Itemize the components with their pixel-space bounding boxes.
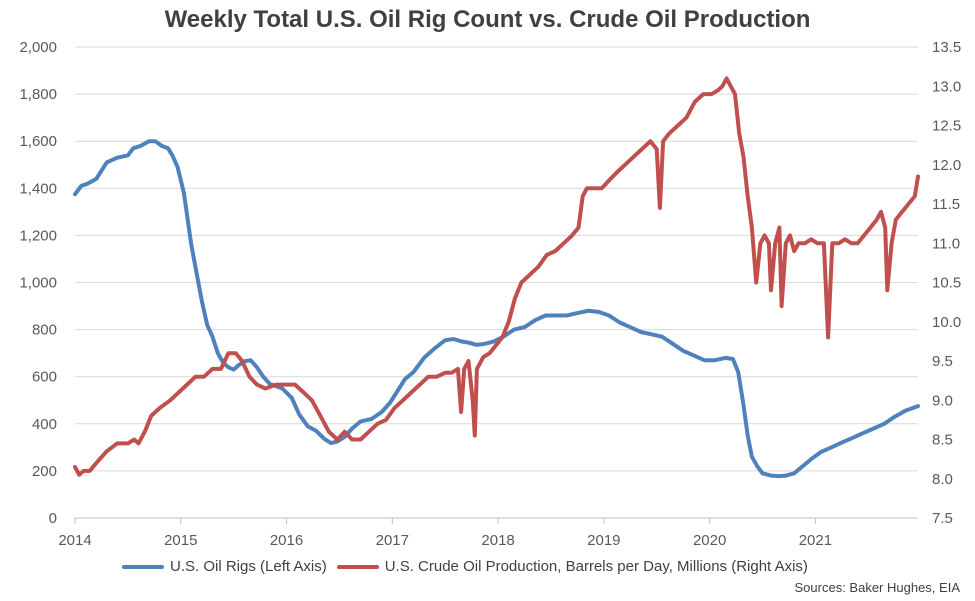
x-tick-label: 2020 <box>693 532 726 549</box>
axes <box>74 517 918 524</box>
left-tick-label: 600 <box>32 369 57 386</box>
left-axis-ticks: 0 200 400 600 800 1,000 1,200 1,400 1,600 1,800 2,… <box>19 39 57 527</box>
legend-item-rigs: U.S. Oil Rigs (Left Axis) <box>122 558 327 575</box>
left-tick-label: 1,000 <box>19 275 57 292</box>
right-tick-label: 13.0 <box>932 78 961 95</box>
legend-swatch-rigs <box>122 564 164 569</box>
right-axis-ticks: 7.5 8.0 8.5 9.0 9.5 10.0 10.5 11.0 11.5 12.0 12.5 1… <box>932 39 961 527</box>
left-tick-label: 1,200 <box>19 227 57 244</box>
right-tick-label: 12.0 <box>932 157 961 174</box>
x-tick-label: 2017 <box>376 532 409 549</box>
left-tick-label: 800 <box>32 322 57 339</box>
right-tick-label: 12.5 <box>932 118 961 135</box>
right-tick-label: 10.0 <box>932 314 961 331</box>
legend-item-production: U.S. Crude Oil Production, Barrels per D… <box>336 558 808 575</box>
legend-label-rigs: U.S. Oil Rigs (Left Axis) <box>170 558 327 575</box>
right-tick-label: 9.0 <box>932 392 953 409</box>
series-line-rigs <box>73 139 920 479</box>
x-tick-label: 2016 <box>270 532 303 549</box>
left-tick-label: 1,600 <box>19 133 57 150</box>
x-tick-label: 2014 <box>58 532 91 549</box>
left-tick-label: 400 <box>32 416 57 433</box>
gridlines <box>75 46 918 472</box>
right-tick-label: 8.0 <box>932 471 953 488</box>
series-layer <box>73 76 920 479</box>
left-tick-label: 1,800 <box>19 86 57 103</box>
x-tick-label: 2018 <box>481 532 514 549</box>
right-tick-label: 8.5 <box>932 432 953 449</box>
x-tick-label: 2015 <box>164 532 197 549</box>
x-axis-ticks: 2014 2015 2016 2017 2018 2019 2020 2021 <box>58 532 832 549</box>
x-tick-label: 2021 <box>799 532 832 549</box>
legend-swatch-production <box>336 564 379 569</box>
right-tick-label: 9.5 <box>932 353 953 370</box>
chart-title: Weekly Total U.S. Oil Rig Count vs. Crud… <box>164 6 811 33</box>
right-tick-label: 13.5 <box>932 39 961 56</box>
right-tick-label: 7.5 <box>932 510 953 527</box>
source-note: Sources: Baker Hughes, EIA <box>794 580 960 595</box>
right-tick-label: 11.5 <box>932 196 960 213</box>
left-tick-label: 200 <box>32 463 57 480</box>
series-line-production <box>73 76 920 477</box>
x-tick-label: 2019 <box>587 532 620 549</box>
right-tick-label: 10.5 <box>932 275 961 292</box>
left-tick-label: 0 <box>49 510 57 527</box>
legend-label-production: U.S. Crude Oil Production, Barrels per D… <box>384 558 808 575</box>
right-tick-label: 11.0 <box>932 235 960 252</box>
left-tick-label: 1,400 <box>19 180 57 197</box>
legend: U.S. Oil Rigs (Left Axis) U.S. Crude Oil… <box>122 558 818 575</box>
left-tick-label: 2,000 <box>19 39 57 56</box>
